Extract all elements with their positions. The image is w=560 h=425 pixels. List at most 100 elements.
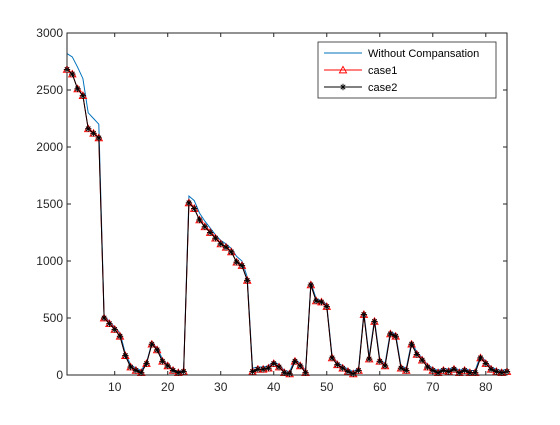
y-tick-label: 2000 [36,140,63,154]
data-point-stroke [170,367,176,373]
data-point-stroke [430,367,436,373]
y-tick-label: 0 [56,368,63,382]
data-point [254,366,262,373]
legend-label: case2 [368,82,397,94]
data-point-stroke [308,282,314,288]
data-point-stroke [356,367,362,373]
data-point [69,70,76,78]
legend-marker [339,83,347,91]
data-point-stroke [85,126,91,132]
data-point-stroke [106,321,112,327]
data-point [339,364,346,372]
data-point [408,341,415,348]
data-point-stroke [472,370,478,376]
data-point [111,326,118,333]
data-point [482,360,489,367]
x-tick-label: 40 [267,380,281,394]
data-point [222,244,230,251]
data-point-stroke [493,369,499,375]
data-point [249,368,256,375]
data-point [100,314,108,322]
x-tick-label: 20 [161,380,175,394]
data-point [493,368,500,375]
data-point [169,367,177,374]
data-point-stroke [393,333,399,339]
data-point [323,303,330,310]
data-point [360,311,368,318]
data-point [191,205,198,212]
data-point-stroke [75,86,81,92]
data-point-stroke [128,364,134,370]
data-point-stroke [96,135,102,141]
x-tick-label: 10 [108,380,122,394]
data-point [74,85,81,93]
data-point-stroke [414,351,420,358]
data-point-stroke [440,367,446,373]
legend-entry: case1 [324,65,397,77]
data-point-stroke [69,71,75,77]
data-point-stroke [318,299,325,305]
data-point [275,363,283,371]
data-point [328,354,336,362]
data-point-stroke [122,353,128,359]
data-point-stroke [302,370,309,376]
data-point [440,367,447,374]
data-point [350,370,357,378]
data-point [185,199,193,207]
data-point-stroke [419,357,425,363]
legend-entry: Without Compansation [324,48,479,60]
data-point-stroke [456,370,462,376]
data-point-stroke [234,259,240,265]
data-point [376,358,383,365]
y-tick-label: 1500 [36,197,63,211]
y-tick-label: 2500 [36,83,63,97]
data-point-stroke [334,362,340,368]
data-point-stroke [175,370,181,376]
x-tick-label: 50 [320,380,334,394]
data-point-stroke [191,206,197,212]
data-point [270,360,277,367]
data-point [265,364,272,372]
data-point [95,134,103,142]
series-layer [62,53,512,378]
x-tick-label: 80 [479,380,493,394]
data-point-stroke [297,363,303,369]
data-point [371,318,378,325]
data-point-stroke [228,249,234,255]
data-point-stroke [239,263,245,269]
data-point [471,369,479,376]
data-point [196,216,203,224]
data-point [450,366,458,373]
data-point-stroke [409,341,415,347]
data-point [244,277,251,284]
data-point [212,235,219,242]
data-point-stroke [186,200,192,206]
data-point [259,366,267,373]
data-point [175,369,182,376]
data-point [334,361,341,368]
data-point-stroke [292,358,298,364]
legend-marker-stroke [340,84,346,90]
data-point-stroke [366,356,372,362]
data-point [132,367,140,374]
legend: Without Compansation case1 case2 [317,41,497,99]
data-point-stroke [371,318,378,324]
legend-label: Without Compansation [368,48,479,60]
data-point [307,281,315,289]
legend-label: case1 [368,65,397,77]
data-point [238,262,246,269]
data-point-stroke [488,366,494,372]
data-point [297,362,304,370]
data-point [392,333,399,340]
data-point-stroke [499,370,505,376]
data-point [106,320,113,327]
data-point-stroke [154,347,160,353]
data-point [201,223,209,230]
data-point [85,125,92,132]
data-point [122,352,129,359]
data-point-stroke [435,370,441,376]
data-point [153,346,161,354]
data-point [477,354,484,362]
data-point-stroke [112,326,118,332]
data-point-stroke [165,363,171,369]
